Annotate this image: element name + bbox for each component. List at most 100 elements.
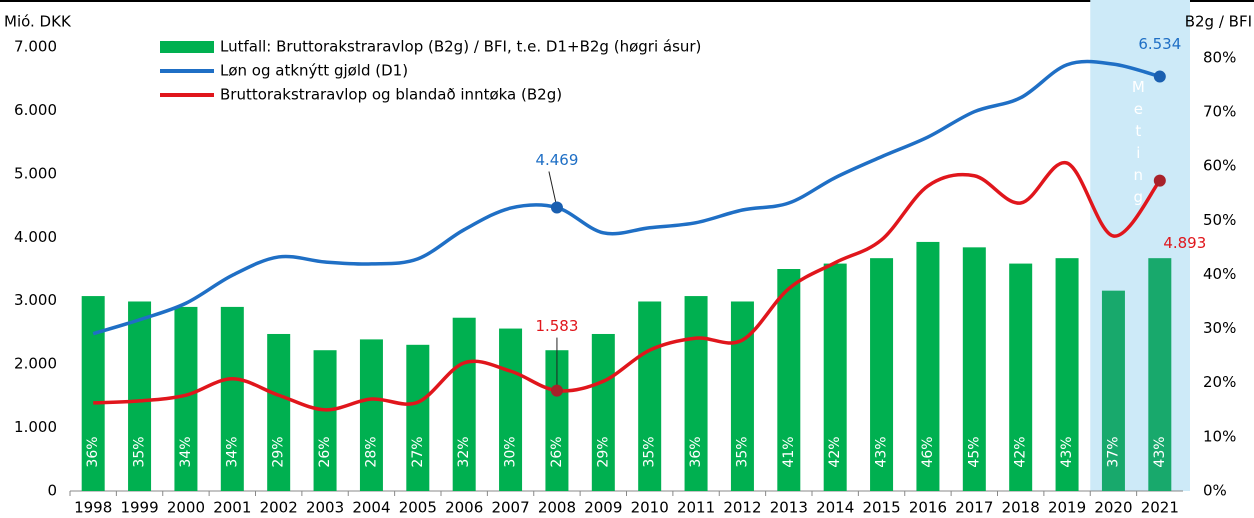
bar xyxy=(128,301,152,491)
point-marker xyxy=(550,384,563,397)
data-label: 1.583 xyxy=(535,317,578,335)
x-tick-label: 2006 xyxy=(445,499,483,517)
x-tick-label: 2002 xyxy=(260,499,298,517)
x-tick-label: 2005 xyxy=(399,499,437,517)
y-tick-label: 2.000 xyxy=(14,355,57,373)
x-tick-label: 1998 xyxy=(74,499,112,517)
y2-tick-label: 70% xyxy=(1203,102,1236,120)
bar-label: 41% xyxy=(781,436,797,467)
y2-tick-label: 30% xyxy=(1203,319,1236,337)
leader-line xyxy=(548,171,558,208)
x-tick-label: 2013 xyxy=(770,499,808,517)
x-tick-label: 2009 xyxy=(584,499,622,517)
x-tick-label: 2014 xyxy=(816,499,854,517)
bar-label: 34% xyxy=(224,436,240,467)
y-tick-label: 4.000 xyxy=(14,228,57,246)
bar-label: 35% xyxy=(734,436,750,467)
x-tick-label: 2011 xyxy=(677,499,715,517)
x-tick-label: 2017 xyxy=(955,499,993,517)
bar-label: 30% xyxy=(503,436,519,467)
bar xyxy=(545,350,569,491)
x-tick-label: 2012 xyxy=(723,499,761,517)
x-tick-label: 2003 xyxy=(306,499,344,517)
bar xyxy=(313,350,337,491)
bar xyxy=(591,333,615,491)
y2-tick-label: 60% xyxy=(1203,157,1236,175)
y2-tick-label: 20% xyxy=(1203,373,1236,391)
bar xyxy=(777,269,801,491)
y-axis-label: Mió. DKK xyxy=(4,13,72,31)
x-tick-label: 2004 xyxy=(352,499,390,517)
bar-label: 37% xyxy=(1105,436,1121,467)
bar xyxy=(359,339,383,491)
x-tick-label: 2016 xyxy=(909,499,947,517)
forecast-label: Meting xyxy=(1129,78,1147,210)
bar-label: 43% xyxy=(1059,436,1075,467)
bar-label: 46% xyxy=(920,436,936,467)
y2-tick-label: 40% xyxy=(1203,265,1236,283)
point-marker xyxy=(1153,70,1166,83)
point-marker xyxy=(1153,174,1166,187)
bar-label: 26% xyxy=(549,436,565,467)
y2-axis-label: B2g / BFI xyxy=(1185,13,1252,31)
bar xyxy=(81,296,105,491)
y-tick-label: 7.000 xyxy=(14,38,57,56)
bar-label: 34% xyxy=(178,436,194,467)
bar xyxy=(1009,263,1033,491)
x-tick-label: 2001 xyxy=(213,499,251,517)
x-tick-label: 2008 xyxy=(538,499,576,517)
bar xyxy=(823,263,847,491)
bar xyxy=(870,258,894,491)
x-tick-label: 2021 xyxy=(1141,499,1179,517)
bar xyxy=(220,306,244,491)
bar-label: 27% xyxy=(410,436,426,467)
legend-label: Bruttorakstraravlop og blandað inntøka (… xyxy=(220,86,562,104)
y2-tick-label: 50% xyxy=(1203,211,1236,229)
x-tick-label: 2007 xyxy=(491,499,529,517)
bar-label: 45% xyxy=(966,436,982,467)
bar xyxy=(730,301,754,491)
bar xyxy=(1055,258,1079,491)
bar xyxy=(962,247,986,491)
bar-label: 36% xyxy=(85,436,101,467)
y2-tick-label: 80% xyxy=(1203,48,1236,66)
bar xyxy=(1101,290,1125,491)
point-marker xyxy=(550,201,563,214)
bar-label: 43% xyxy=(1152,436,1168,467)
y-tick-label: 1.000 xyxy=(14,418,57,436)
bar-label: 42% xyxy=(1013,436,1029,467)
bar-label: 26% xyxy=(317,436,333,467)
y2-tick-label: 0% xyxy=(1203,482,1227,500)
y-tick-label: 0 xyxy=(47,482,57,500)
bar-label: 29% xyxy=(595,436,611,467)
bar-label: 35% xyxy=(132,436,148,467)
data-label: 4.893 xyxy=(1163,234,1206,252)
data-label: 4.469 xyxy=(535,151,578,169)
bar xyxy=(684,296,708,491)
bar-label: 32% xyxy=(456,436,472,467)
line xyxy=(92,59,1161,336)
bar xyxy=(174,306,198,491)
data-label: 6.534 xyxy=(1138,35,1181,53)
x-tick-label: 2015 xyxy=(862,499,900,517)
bar-label: 28% xyxy=(363,436,379,467)
bar-label: 42% xyxy=(827,436,843,467)
legend-swatch xyxy=(160,41,214,53)
bar xyxy=(916,241,940,491)
x-tick-label: 2019 xyxy=(1048,499,1086,517)
y-tick-label: 5.000 xyxy=(14,164,57,182)
bar xyxy=(1148,258,1172,491)
x-tick-label: 2010 xyxy=(631,499,669,517)
x-tick-label: 2000 xyxy=(167,499,205,517)
legend-label: Lutfall: Bruttorakstraravlop (B2g) / BFI… xyxy=(220,38,701,56)
y-tick-label: 3.000 xyxy=(14,291,57,309)
bar-label: 43% xyxy=(874,436,890,467)
line xyxy=(93,161,1162,412)
bar-label: 35% xyxy=(642,436,658,467)
legend-label: Løn og atknýtt gjøld (D1) xyxy=(220,62,408,80)
bar xyxy=(406,344,430,491)
x-tick-label: 2020 xyxy=(1094,499,1132,517)
y2-tick-label: 10% xyxy=(1203,427,1236,445)
x-tick-label: 2018 xyxy=(1002,499,1040,517)
